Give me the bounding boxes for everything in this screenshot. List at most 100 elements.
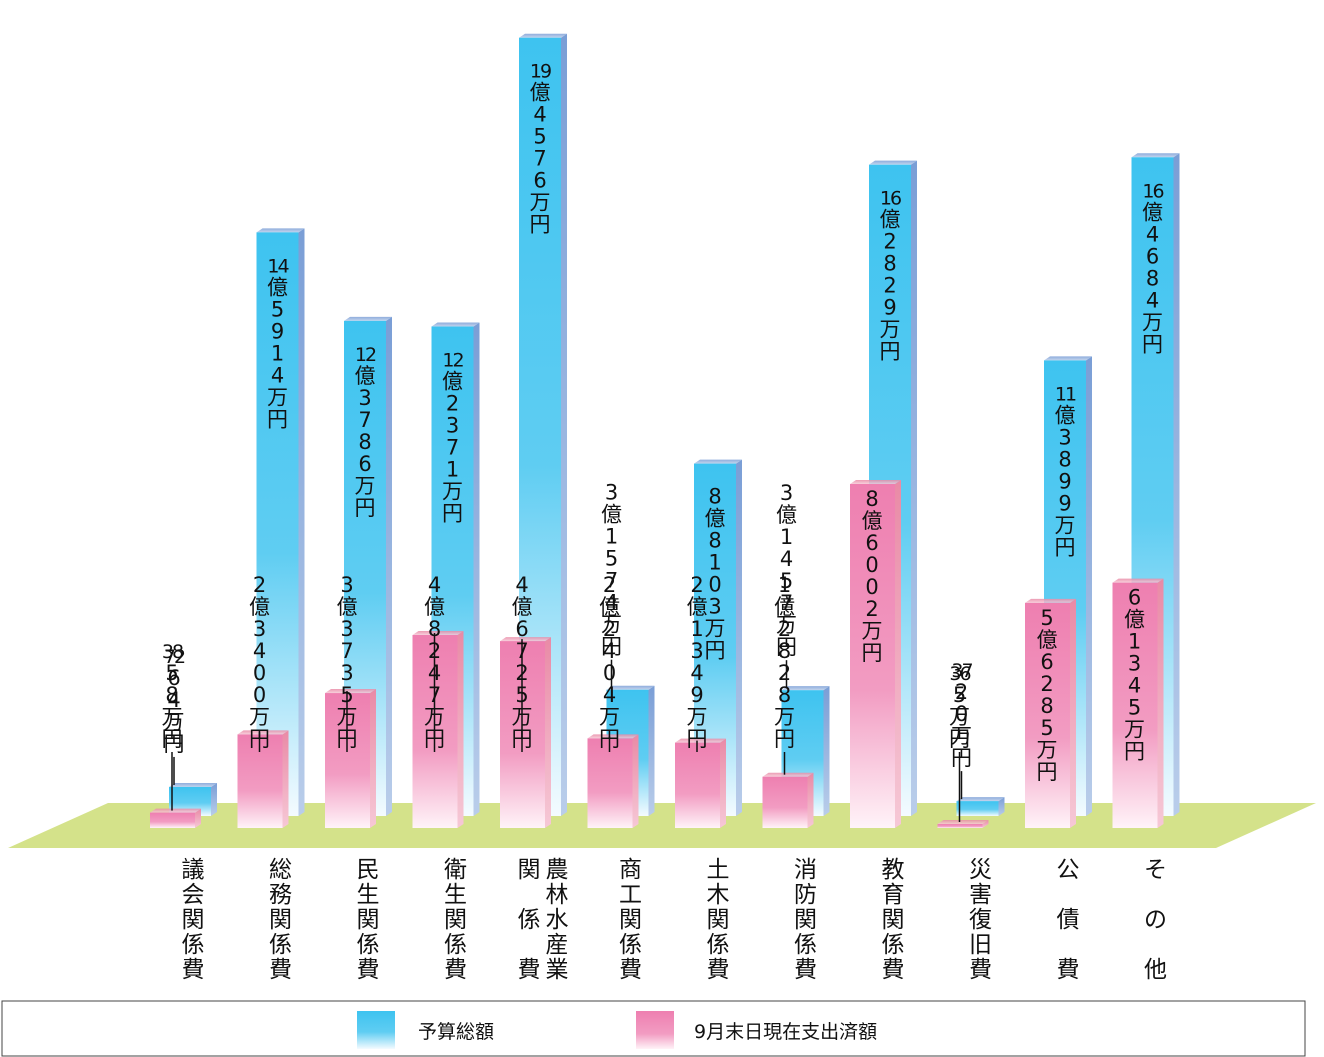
- spent-bar: [1112, 582, 1158, 828]
- budget-bar-top: [256, 228, 305, 233]
- budget-bar: [956, 801, 999, 816]
- budget-value-label-char: 8: [1058, 447, 1071, 471]
- spent-value-label-char: 億: [687, 595, 708, 619]
- budget-value-label-char: 0: [708, 573, 721, 597]
- spent-series: [150, 479, 1164, 828]
- budget-value-label-char: 万: [442, 480, 463, 504]
- budget-value-label-char: 億: [530, 81, 551, 105]
- legend-swatch-budget: [357, 1011, 395, 1049]
- budget-value-label-char: 4: [533, 103, 546, 127]
- spent-value-label-char: 0: [865, 553, 878, 577]
- spent-value-label-char: 3: [340, 573, 353, 597]
- category-char: 費: [707, 957, 730, 983]
- budget-bar-side: [386, 316, 392, 816]
- budget-value-label-char: 9: [1058, 469, 1071, 493]
- spent-bar-top: [850, 479, 901, 484]
- budget-value-label-char: 5: [780, 569, 793, 593]
- spent-value-label-char: 4: [690, 661, 703, 685]
- category-char: 民: [357, 857, 380, 883]
- spent-bar-side: [457, 631, 464, 828]
- budget-value-label-char: 7: [780, 591, 793, 615]
- category-char: 教: [882, 857, 905, 883]
- budget-value-label-char: 6: [1146, 244, 1159, 268]
- budget-value-label-char: 6: [533, 169, 546, 193]
- budget-value-label-char: 億: [880, 208, 901, 232]
- spent-value-label-char: 6: [865, 531, 878, 555]
- spent-bar-top: [325, 689, 376, 694]
- category-char: 係: [444, 932, 467, 958]
- category-char: 関: [182, 907, 205, 933]
- spent-value-label-char: 36: [949, 663, 970, 685]
- budget-bar-top: [956, 797, 1005, 802]
- budget-value-label-char: 億: [442, 370, 463, 394]
- budget-value-label-char: 万: [267, 385, 288, 409]
- category-char: 関: [794, 907, 817, 933]
- budget-value-label-char: 6: [358, 452, 371, 476]
- budget-value-label-char: 万: [1142, 310, 1163, 334]
- spent-value-label-char: 円: [949, 727, 970, 751]
- spent-value-label-char: 5: [1040, 716, 1053, 740]
- spent-value-label-char: 9: [690, 683, 703, 707]
- budget-value-label-char: 8: [883, 252, 896, 276]
- category-char: 関: [619, 907, 642, 933]
- budget-value-label-char: 7: [605, 569, 618, 593]
- budget-value-label-char: 億: [1142, 200, 1163, 224]
- category-char: 費: [882, 957, 905, 983]
- budget-value-label-char: 3: [446, 414, 459, 438]
- spent-bar-top: [587, 734, 639, 739]
- budget-value-label-char: 3: [708, 595, 721, 619]
- spent-value-label-char: 8: [1040, 694, 1053, 718]
- budget-bar-side: [1086, 356, 1092, 816]
- spent-value-label-char: 円: [1037, 760, 1058, 784]
- spent-value-label-char: 6: [1040, 650, 1053, 674]
- spent-value-label-char: 8: [865, 487, 878, 511]
- budget-value-label-char: 円: [601, 635, 622, 659]
- budget-value-label-char: 2: [883, 274, 896, 298]
- category-char: 育: [882, 882, 905, 908]
- spent-bar-side: [370, 689, 376, 828]
- spent-value-label-char: 2: [865, 597, 878, 621]
- spent-value-label-char: 3: [340, 661, 353, 685]
- spent-value-label-char: 円: [774, 727, 795, 751]
- category-char: 務: [269, 882, 292, 908]
- spent-value-label-char: 万: [249, 705, 270, 729]
- spent-value-label-char: 4: [253, 639, 266, 663]
- budget-value-label-char: 9: [271, 319, 284, 343]
- budget-value-label-char: 5: [533, 125, 546, 149]
- category-char: 復: [969, 907, 992, 933]
- spent-bar: [150, 812, 195, 828]
- category-char: 関: [269, 907, 292, 933]
- budget-value-label-char: 万: [530, 191, 551, 215]
- budget-bar: [256, 232, 299, 816]
- category-char: 係: [794, 932, 817, 958]
- spent-value-label-char: 万: [1124, 718, 1145, 742]
- legend-swatch-spent: [636, 1011, 674, 1049]
- budget-value-label-char: 円: [1142, 332, 1163, 356]
- spent-value-label-char: 円: [1124, 740, 1145, 764]
- budget-value-label-char: 1: [271, 341, 284, 365]
- budget-bar-side: [473, 322, 480, 816]
- budget-bar-top: [606, 685, 655, 690]
- category-char: 関: [518, 857, 541, 883]
- budget-bar-top: [169, 782, 217, 787]
- budget-bar-side: [561, 33, 567, 817]
- category-char: 農: [546, 857, 569, 883]
- spent-bar-top: [937, 820, 989, 824]
- category-char: 衛: [444, 857, 467, 883]
- spent-value-label-char: 円: [687, 727, 708, 751]
- budget-value-label-char: 億: [355, 364, 376, 388]
- category-char: 関: [357, 907, 380, 933]
- spent-bar-side: [545, 637, 551, 828]
- spent-value-label-char: 1: [690, 617, 703, 641]
- spent-value-label-char: 4: [1128, 674, 1141, 698]
- budget-bar-top: [781, 686, 830, 691]
- category-char: 林: [546, 882, 569, 908]
- spent-value-label-char: 万: [862, 619, 883, 643]
- value-labels: 7264万円3858万円14億5914万円2億3400万円12億3786万円3億…: [162, 61, 1165, 822]
- spent-value-label-char: 3: [1128, 652, 1141, 676]
- spent-value-label-char: 8: [778, 683, 791, 707]
- budget-value-label-char: 4: [605, 591, 618, 615]
